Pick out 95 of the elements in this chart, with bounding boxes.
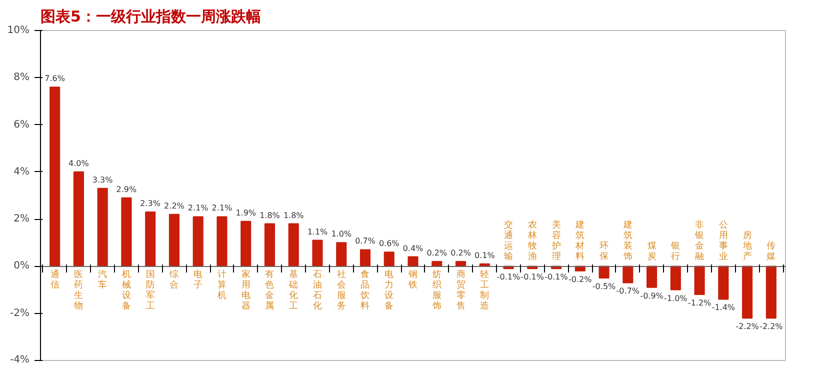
bar [168, 214, 180, 267]
data-label: 0.7% [355, 236, 376, 246]
data-label: 3.3% [92, 175, 114, 184]
x-tick-label: 通信 [50, 269, 60, 291]
data-label: 2.1% [188, 204, 209, 213]
x-tick-label: 美容护理 [550, 220, 561, 262]
x-tick-label: 传媒 [766, 240, 776, 262]
x-tick-label: 农林牧渔 [526, 220, 537, 262]
y-tick-label: -4% [10, 354, 30, 365]
data-label: -0.1% [496, 272, 521, 282]
bar [145, 212, 156, 267]
x-tick-label: 社会服务 [336, 269, 346, 312]
bar [718, 266, 729, 300]
y-tick-label: 6% [14, 119, 30, 130]
bar [384, 252, 394, 267]
data-label: -0.1% [520, 272, 544, 282]
data-label: 0.2% [450, 248, 472, 258]
chart-title: 图表5：一级行业指数一周涨跌幅 [40, 8, 261, 26]
bar [264, 223, 276, 267]
bar [694, 266, 705, 295]
data-label: -0.5% [592, 282, 616, 291]
x-tick-label: 轻工制造 [480, 269, 490, 312]
x-tick-label: 机械设备 [122, 269, 131, 312]
bar [622, 266, 634, 284]
x-tick-label: 非银金融 [694, 220, 704, 262]
data-label: 0.4% [402, 244, 424, 253]
x-tick-label: 银行 [670, 240, 680, 262]
bar [50, 86, 60, 267]
y-tick-label: 4% [14, 166, 30, 178]
bar [312, 240, 323, 267]
bar [240, 220, 252, 267]
x-tick-label: 钢铁 [408, 269, 418, 291]
bar [97, 188, 108, 267]
y-tick-label: 8% [14, 72, 30, 84]
x-tick-label: 医药生物 [74, 269, 84, 312]
data-label: -0.2% [568, 274, 592, 284]
bar [742, 266, 753, 319]
data-label: 4.0% [68, 158, 90, 168]
data-label: 0.6% [378, 239, 400, 248]
x-tick-label: 国防军工 [146, 270, 155, 312]
x-tick-label: 环保 [600, 242, 609, 262]
data-label: 1.1% [307, 227, 328, 236]
data-label: 7.6% [44, 74, 66, 84]
data-label: 1.8% [260, 210, 280, 220]
bar [73, 171, 84, 267]
x-tick-label: 综合 [170, 269, 179, 291]
bar [598, 266, 610, 278]
y-tick-label: 10% [7, 25, 30, 36]
data-label: -1.0% [664, 294, 688, 303]
x-tick-label: 房地产 [742, 230, 752, 262]
x-tick-label: 煤炭 [647, 240, 656, 262]
data-label: 2.9% [116, 184, 138, 194]
x-tick-label: 建筑材料 [574, 220, 585, 262]
x-tick-label: 基础化工 [288, 269, 298, 312]
x-tick-label: 纺织服饰 [431, 269, 442, 312]
y-tick-label: 2% [14, 214, 30, 225]
bar [192, 216, 204, 267]
data-label: 2.1% [212, 204, 233, 213]
y-tick-label: -2% [10, 308, 30, 319]
bar [121, 197, 132, 267]
data-label: 2.3% [140, 199, 161, 208]
data-label: -0.7% [616, 286, 640, 296]
data-label: -1.4% [712, 303, 736, 312]
bar [408, 256, 418, 267]
x-tick-label: 家用电器 [241, 269, 250, 312]
data-label: -0.1% [544, 272, 568, 282]
bar [670, 266, 681, 290]
data-label: -2.2% [736, 322, 760, 332]
data-label: 0.1% [474, 250, 496, 260]
x-tick-label: 建筑装饰 [622, 220, 632, 262]
x-tick-label: 汽车 [98, 269, 108, 291]
data-label: 1.0% [331, 230, 352, 239]
x-tick-label: 计算机 [217, 269, 226, 302]
data-label: 1.9% [236, 208, 256, 218]
x-tick-label: 商贸零售 [456, 269, 466, 312]
x-tick-label: 交通运输 [504, 220, 514, 262]
y-tick-label: 0% [14, 260, 30, 272]
data-label: -2.2% [760, 322, 784, 332]
x-tick-label: 电子 [194, 269, 203, 291]
data-label: 0.2% [426, 248, 448, 258]
x-tick-label: 公用事业 [718, 220, 728, 262]
bar [766, 266, 776, 319]
data-label: 1.8% [283, 210, 304, 220]
bar [646, 266, 658, 288]
bar [336, 242, 347, 267]
bar [360, 249, 371, 267]
data-label: -0.9% [640, 291, 664, 300]
x-tick-label: 食品饮料 [360, 269, 370, 312]
bar [288, 223, 299, 267]
x-tick-label: 石油石化 [312, 270, 322, 312]
x-tick-label: 有色金属 [265, 269, 274, 312]
x-tick-label: 电力设备 [384, 269, 394, 312]
bar [216, 216, 228, 267]
data-label: -1.2% [688, 298, 712, 308]
data-label: 2.2% [164, 201, 185, 210]
